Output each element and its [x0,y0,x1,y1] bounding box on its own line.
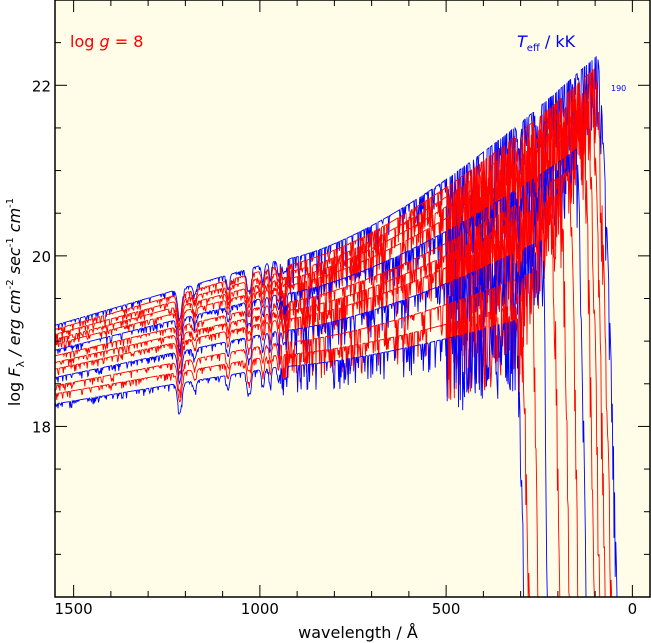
y-label-unit: / erg cm [5,289,24,358]
y-label-F: F [5,367,24,377]
max-teff-label: 190 [611,84,626,93]
logg-g: g [99,32,109,51]
series-line-180kK [54,67,616,598]
y-tick-label: 18 [32,418,51,436]
series-180kK [54,67,616,598]
y-label-exp3: -1 [5,198,16,208]
y-tick-label: 22 [32,77,51,95]
teff-annotation: Teff / kK [517,32,576,54]
series-70kK [54,320,532,598]
x-tick-label: 1000 [241,600,279,618]
logg-suffix: = 8 [110,32,144,51]
series-line-150kK [54,123,599,598]
y-tick-label: 20 [32,248,51,266]
series-line-90kK [54,272,545,598]
logg-annotation: log g = 8 [70,32,143,51]
x-tick-label: 1500 [55,600,93,618]
ticks-layer: 1500 1000 500 0 18 20 22 [32,0,650,618]
y-label-cm: cm [5,208,24,232]
y-label-exp1: -2 [5,279,16,289]
series-80kK [54,304,538,598]
teff-suffix: / kK [540,32,576,51]
y-label-lambda: λ [14,360,27,367]
teff-sub: eff [527,43,541,54]
y-label-exp2: -1 [5,237,16,247]
logg-prefix: log [70,32,99,51]
y-label-log: log [5,382,24,406]
x-tick-label: 500 [432,600,461,618]
y-label-sec: sec [5,247,24,274]
x-axis-label: wavelength / Å [298,623,418,642]
series-150kK [54,123,599,598]
series-line-70kK [54,320,532,598]
series-90kK [54,272,545,598]
teff-T: T [517,32,528,51]
x-tick-label: 0 [628,600,638,618]
y-axis-label: log Fλ / erg cm-2 sec-1 cm-1 [0,198,28,406]
series-layer [54,56,622,598]
series-line-80kK [54,304,538,598]
svg-text:log Fλ / erg cm-2: log Fλ / erg cm-2 sec-1 cm-1 [0,198,28,406]
